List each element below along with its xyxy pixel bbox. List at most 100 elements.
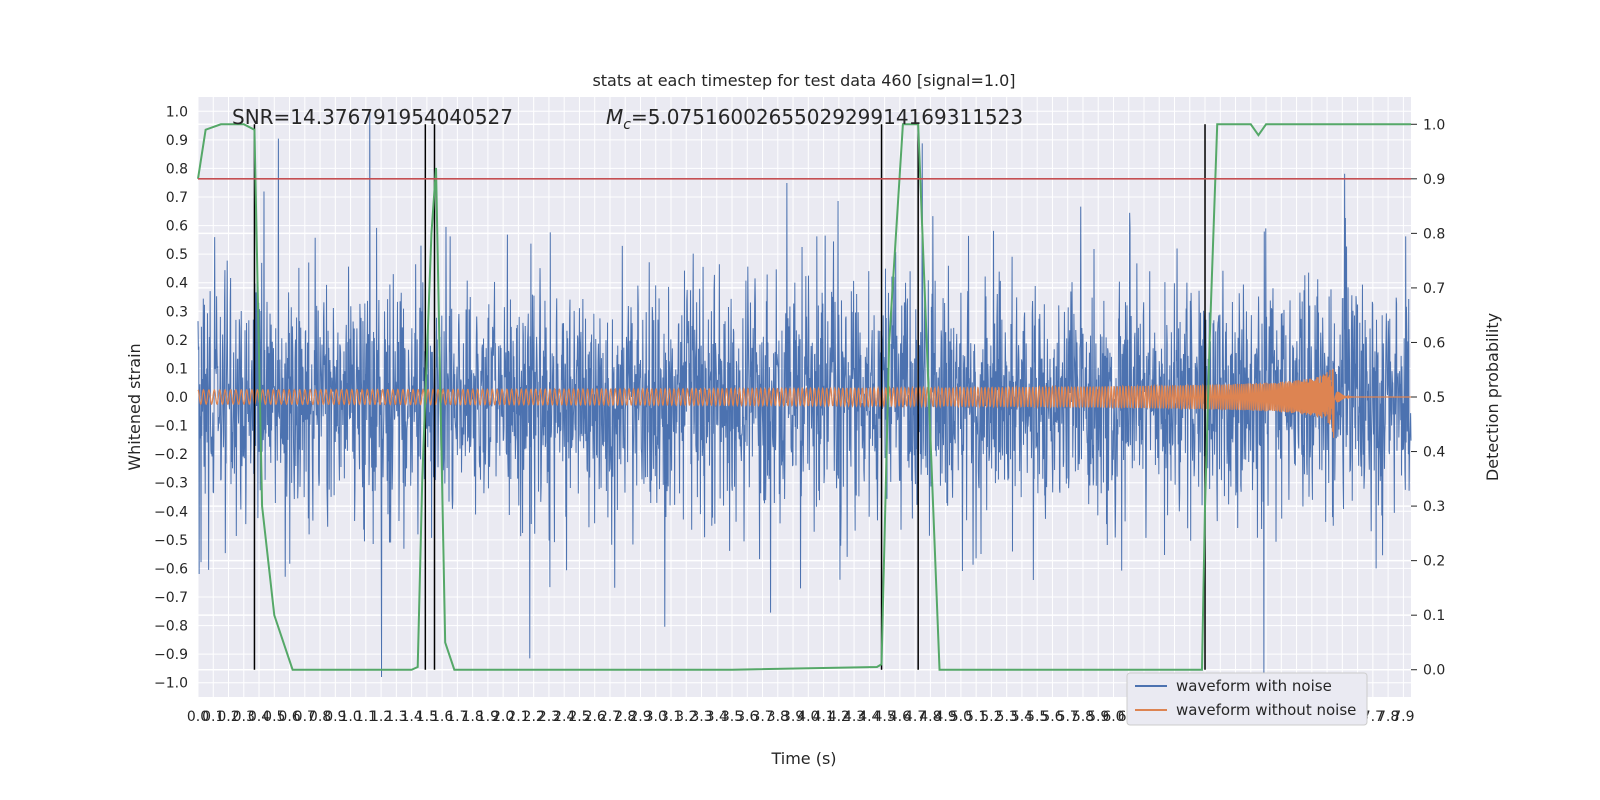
y-right-tick-label: 0.3 (1423, 499, 1445, 515)
x-tick-label: 1.8 (462, 709, 484, 725)
mc-annotation: Mc=5.0751600265502929914169311523 (606, 105, 1023, 133)
x-tick-label: 1.3 (385, 709, 407, 725)
y-left-tick-label: 0.6 (166, 219, 188, 235)
x-tick-label: 4.0 (797, 709, 819, 725)
y-right-tick-label: 0.2 (1423, 554, 1445, 570)
x-tick-label: 6.0 (1102, 709, 1124, 725)
x-tick-label: 1.7 (446, 709, 468, 725)
noise-line (197, 111, 1412, 678)
x-tick-label: 4.3 (843, 709, 865, 725)
plot-area (197, 97, 1412, 697)
x-tick-label: 0.0 (187, 709, 209, 725)
x-tick-label: 5.3 (996, 709, 1018, 725)
x-tick-label: 5.0 (950, 709, 972, 725)
y-left-tick-label: 0.0 (166, 390, 188, 406)
x-tick-label: 1.6 (431, 709, 453, 725)
series-detection-probability (197, 123, 1411, 671)
snr-annotation: SNR=14.376791954040527 (232, 105, 513, 129)
x-tick-label: 1.4 (400, 709, 422, 725)
y-left-tick-label: 0.9 (166, 133, 188, 149)
x-tick-label: 0.5 (263, 709, 285, 725)
y-left-tick-label: −0.7 (154, 590, 188, 606)
y-right-tick-label: 0.1 (1423, 608, 1445, 624)
x-tick-label: 7.8 (1377, 709, 1399, 725)
y-left-tick-label: −0.8 (154, 619, 188, 635)
y-right-tick-label: 0.4 (1423, 445, 1445, 461)
x-tick-label: 3.7 (751, 709, 773, 725)
x-tick-label: 0.9 (324, 709, 346, 725)
x-tick-label: 5.9 (1087, 709, 1109, 725)
x-tick-label: 7.9 (1392, 709, 1414, 725)
y-left-tick-label: −1.0 (154, 676, 188, 692)
y-axis-left-ticks: 1.0 0.9 0.8 0.7 0.6 0.5 0.4 0.3 0.2 0.1 0.0 −0.1 −0.… (154, 104, 188, 691)
series-waveform-without-noise (197, 368, 1411, 438)
x-tick-label: 0.4 (248, 709, 270, 725)
y-left-tick-label: −0.4 (154, 504, 188, 520)
y-right-tick-label: 0.9 (1423, 172, 1445, 188)
x-tick-label: 5.6 (1041, 709, 1063, 725)
x-tick-label: 2.4 (553, 709, 575, 725)
y-left-tick-label: 0.4 (166, 276, 188, 292)
y-right-tick-label: 0.8 (1423, 226, 1445, 242)
y-axis-right-label: Detection probability (1483, 313, 1502, 481)
mc-symbol: M (606, 105, 623, 129)
y-right-tick-label: 0.5 (1423, 390, 1445, 406)
x-axis-label: Time (s) (770, 749, 836, 768)
y-left-tick-label: 0.3 (166, 304, 188, 320)
y-right-tick-label: 1.0 (1423, 117, 1445, 133)
x-tick-label: 4.9 (935, 709, 957, 725)
probability-line (197, 123, 1411, 671)
x-tick-label: 4.5 (873, 709, 895, 725)
x-tick-label: 4.2 (828, 709, 850, 725)
x-tick-label: 0.2 (217, 709, 239, 725)
legend-label-noise: waveform with noise (1176, 677, 1332, 695)
x-tick-label: 3.2 (675, 709, 697, 725)
y-left-tick-label: 0.2 (166, 333, 188, 349)
x-tick-label: 2.1 (507, 709, 529, 725)
x-tick-label: 0.3 (233, 709, 255, 725)
x-tick-label: 2.8 (614, 709, 636, 725)
y-left-tick-label: −0.1 (154, 419, 188, 435)
x-tick-label: 5.7 (1057, 709, 1079, 725)
x-tick-label: 2.6 (584, 709, 606, 725)
x-tick-label: 5.4 (1011, 709, 1033, 725)
y-left-tick-label: 0.8 (166, 161, 188, 177)
x-tick-label: 2.0 (492, 709, 514, 725)
x-tick-label: 0.7 (294, 709, 316, 725)
x-tick-label: 3.5 (721, 709, 743, 725)
y-left-tick-label: −0.2 (154, 447, 188, 463)
legend: waveform with noise waveform without noi… (1126, 672, 1368, 726)
y-axis-left-label: Whitened strain (125, 343, 144, 470)
y-left-tick-label: 0.1 (166, 361, 188, 377)
x-tick-label: 0.6 (278, 709, 300, 725)
x-tick-label: 4.4 (858, 709, 880, 725)
y-left-tick-label: 0.7 (166, 190, 188, 206)
x-tick-label: 4.1 (812, 709, 834, 725)
x-tick-label: 1.5 (416, 709, 438, 725)
x-tick-label: 3.3 (690, 709, 712, 725)
clean-line (197, 368, 1411, 438)
mc-subscript: c (623, 117, 631, 133)
y-right-tick-label: 0.7 (1423, 281, 1445, 297)
x-tick-label: 3.4 (706, 709, 728, 725)
x-tick-label: 5.2 (980, 709, 1002, 725)
chart-title: stats at each timestep for test data 460… (592, 71, 1015, 90)
y-left-tick-label: −0.6 (154, 561, 188, 577)
x-tick-label: 2.3 (538, 709, 560, 725)
x-tick-label: 1.1 (355, 709, 377, 725)
y-left-tick-label: 1.0 (166, 104, 188, 120)
x-tick-label: 2.2 (523, 709, 545, 725)
x-tick-label: 0.1 (202, 709, 224, 725)
x-tick-label: 4.6 (889, 709, 911, 725)
x-tick-label: 0.8 (309, 709, 331, 725)
x-tick-label: 3.0 (645, 709, 667, 725)
y-axis-right-ticks: 1.0 0.9 0.8 0.7 0.6 0.5 0.4 0.3 0.2 0.1 0.0 (1411, 117, 1445, 679)
x-tick-label: 4.8 (919, 709, 941, 725)
x-tick-label: 5.8 (1072, 709, 1094, 725)
x-tick-label: 2.5 (568, 709, 590, 725)
y-right-tick-label: 0.6 (1423, 335, 1445, 351)
series-waveform-with-noise (197, 111, 1412, 678)
x-tick-label: 3.9 (782, 709, 804, 725)
x-tick-label: 5.1 (965, 709, 987, 725)
x-tick-label: 4.7 (904, 709, 926, 725)
